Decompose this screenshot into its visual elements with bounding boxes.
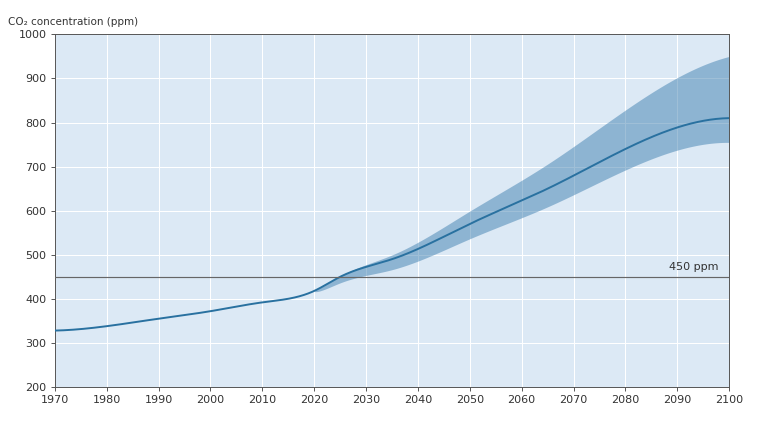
Text: CO₂ concentration (ppm): CO₂ concentration (ppm) <box>8 17 138 28</box>
Text: 450 ppm: 450 ppm <box>670 261 719 271</box>
